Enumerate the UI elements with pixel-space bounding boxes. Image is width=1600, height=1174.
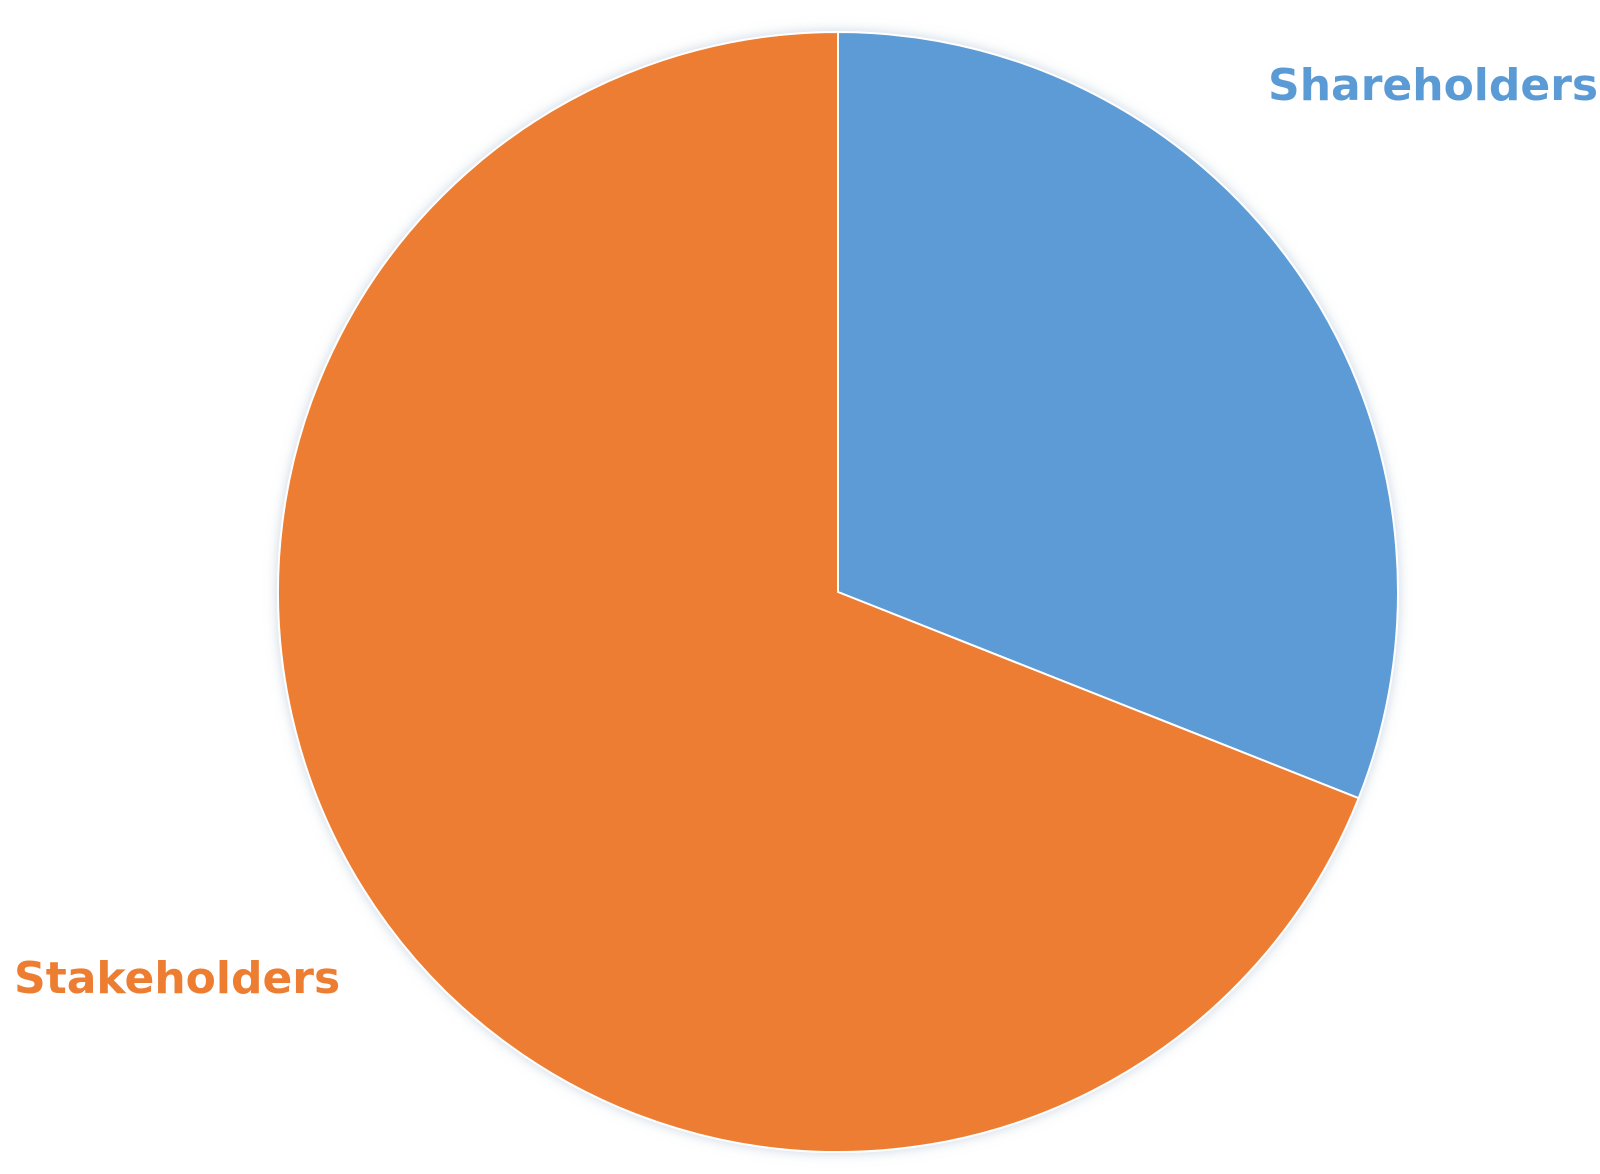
slice-label-shareholders: Shareholders <box>1268 60 1598 111</box>
pie-slice-shareholders <box>837 30 1399 800</box>
pie-slice-stakeholders <box>276 30 1360 1153</box>
pie-slices <box>276 30 1399 1153</box>
slice-label-stakeholders: Stakeholders <box>14 953 340 1004</box>
pie-labels: Shareholders Stakeholders <box>14 60 1598 1004</box>
